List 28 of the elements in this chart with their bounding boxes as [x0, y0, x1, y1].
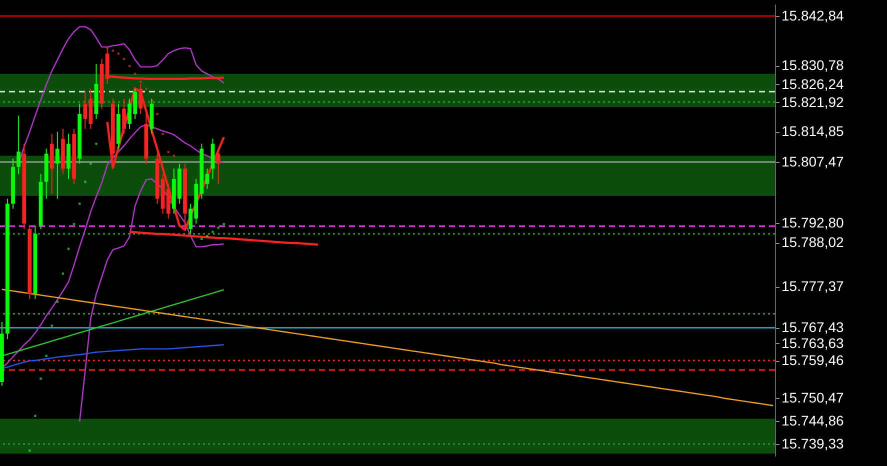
y-tick-label: 15.842,84 [782, 7, 844, 24]
y-tick-label: 15.826,24 [782, 76, 844, 92]
y-tick-label: 15.807,47 [782, 154, 844, 170]
candlestick [16, 115, 21, 174]
y-tick-label: 15.830,78 [782, 57, 844, 74]
y-tick-label: 15.821,92 [782, 94, 844, 110]
y-tick-label: 15.763,63 [782, 334, 844, 351]
line-series [78, 178, 224, 422]
y-tick-label: 15.792,80 [782, 214, 844, 230]
line-series [128, 230, 320, 246]
y-tick-label: 15.750,47 [782, 389, 844, 406]
y-tick-label: 15.739,33 [782, 435, 844, 452]
y-tick-label: 15.759,46 [782, 352, 844, 368]
line-series [1, 288, 774, 406]
y-tick-label: 15.767,43 [782, 319, 844, 336]
y-tick-label: 15.777,37 [782, 278, 844, 294]
candlestick [83, 91, 88, 130]
line-series [1, 344, 224, 369]
candlestick [55, 131, 60, 200]
line-series [106, 87, 225, 231]
y-tick-label: 15.814,85 [782, 123, 844, 140]
candlestick [122, 98, 126, 134]
candlestick [205, 168, 210, 190]
y-tick-label: 15.744,86 [782, 412, 844, 429]
candlestick [216, 148, 220, 184]
line-series [1, 124, 224, 369]
line-series [1, 289, 224, 357]
y-tick-label: 15.788,02 [782, 234, 844, 250]
